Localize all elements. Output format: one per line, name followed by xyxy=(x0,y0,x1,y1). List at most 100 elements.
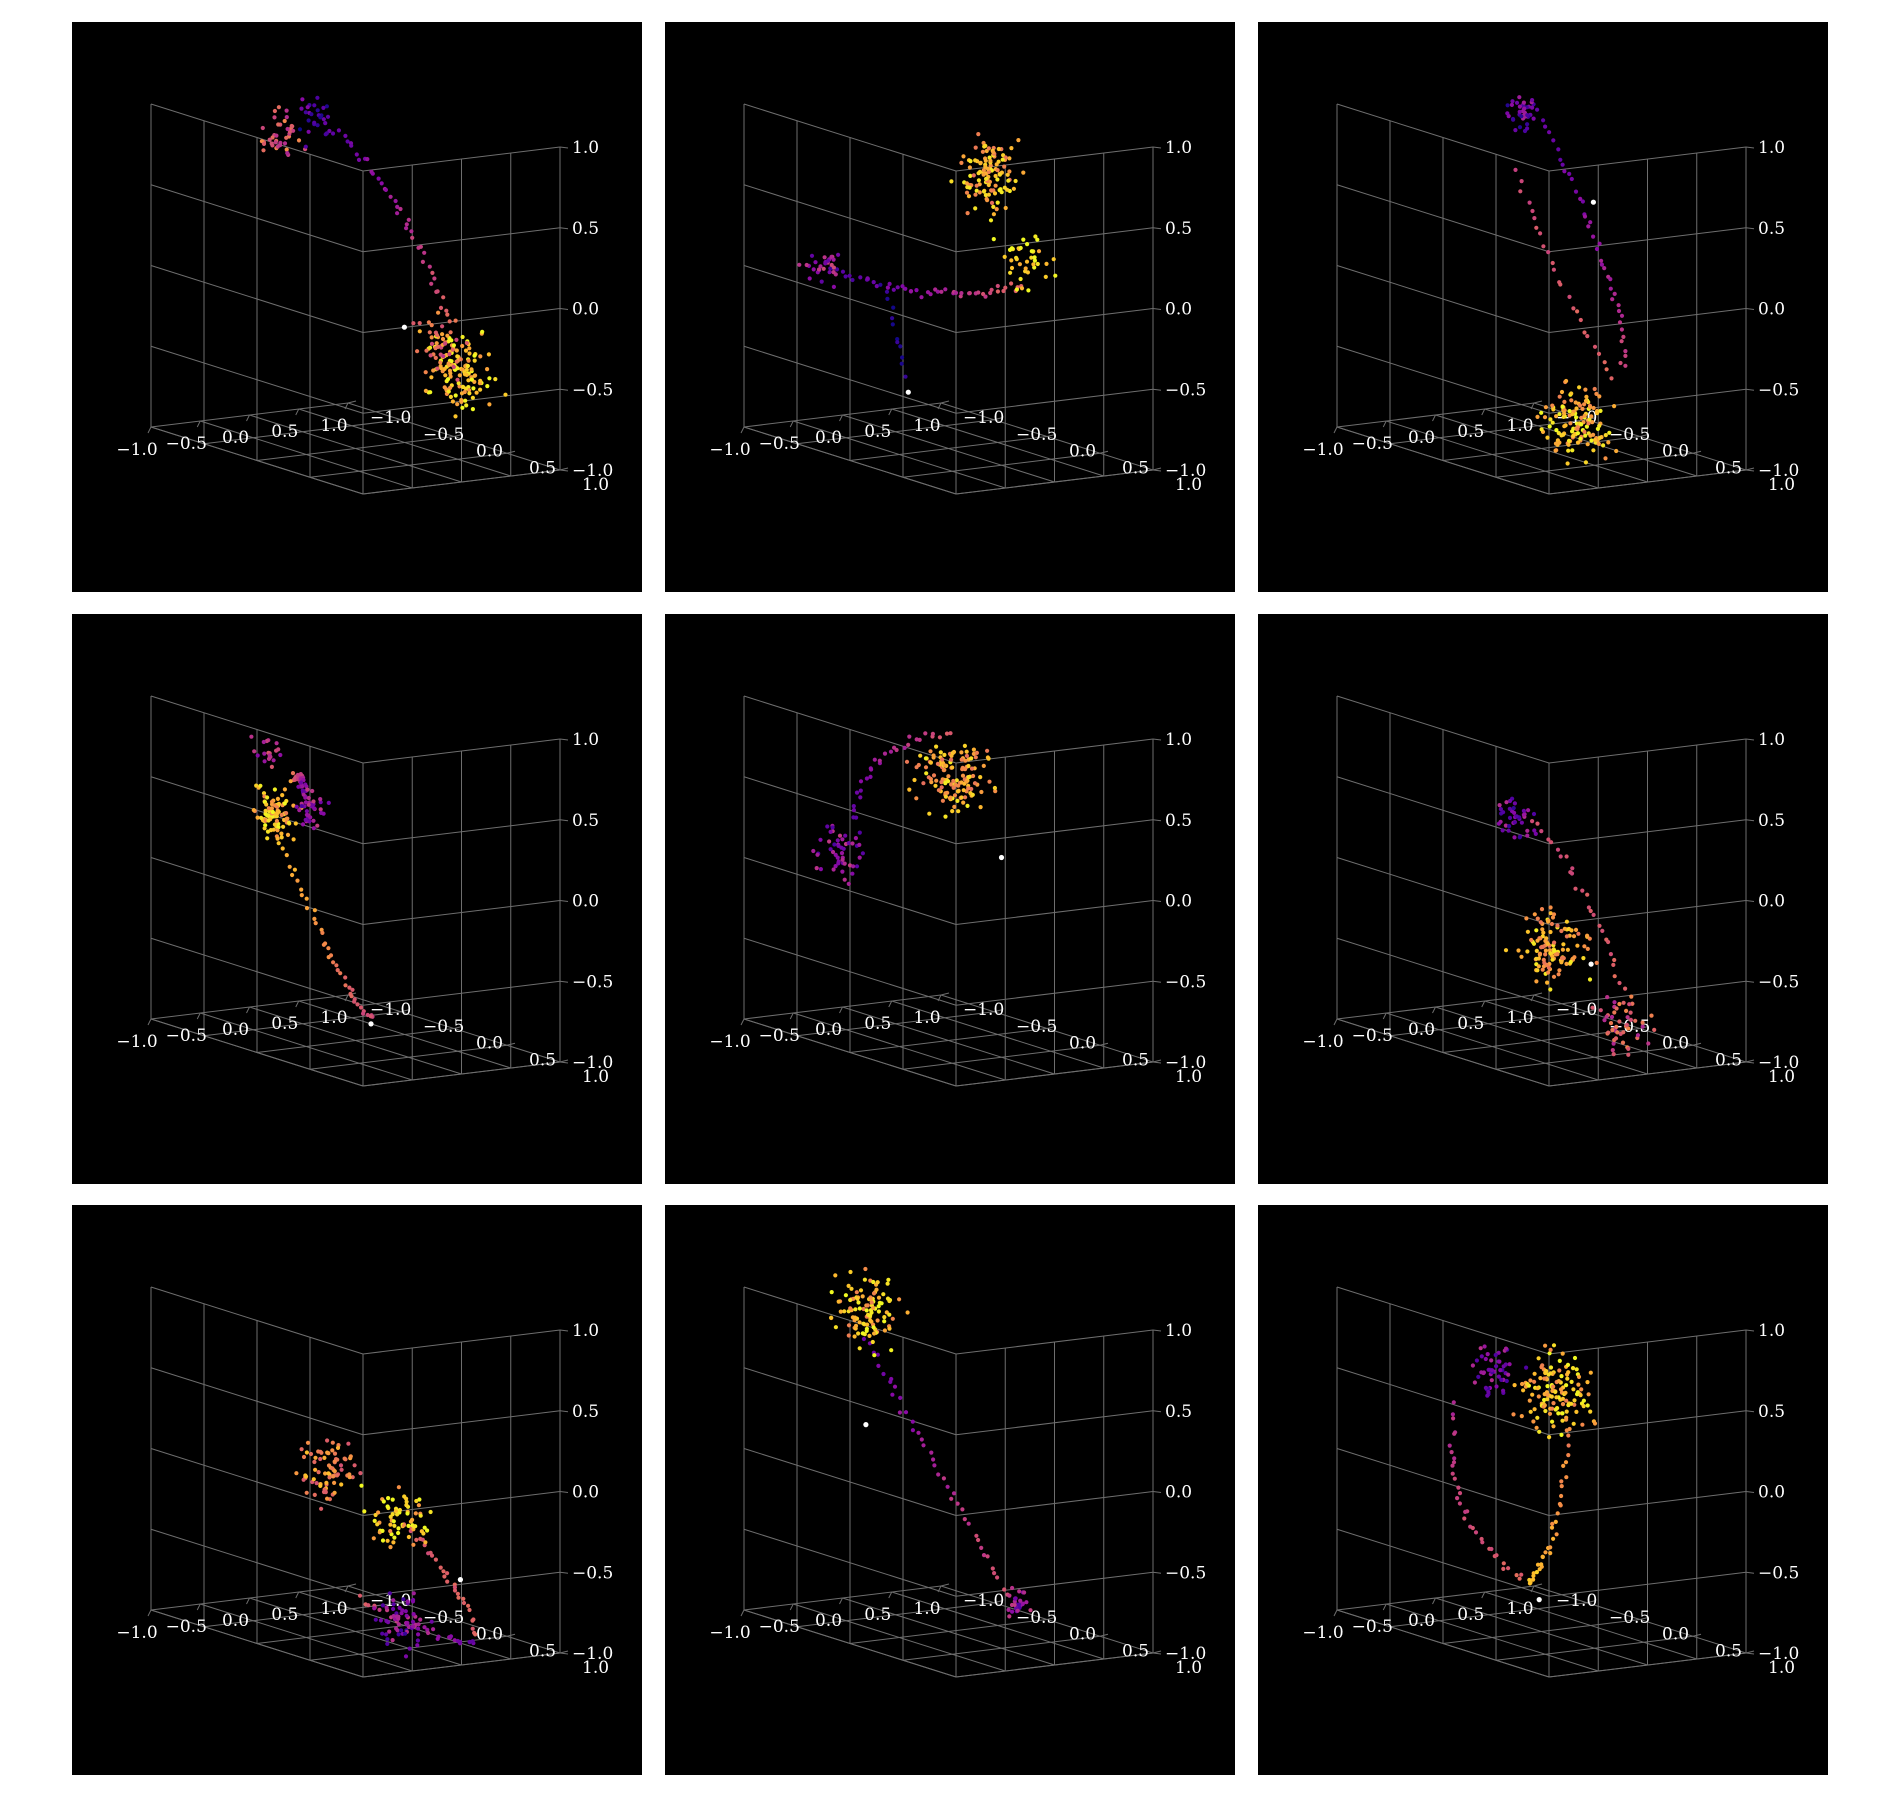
grid-line-back-z xyxy=(955,1410,1154,1436)
data-point xyxy=(470,1618,475,1623)
data-point xyxy=(1610,1048,1615,1053)
data-point xyxy=(1575,309,1580,314)
data-point xyxy=(862,1277,867,1282)
data-point xyxy=(396,1485,401,1490)
grid-line-back-z xyxy=(955,900,1154,925)
data-point xyxy=(258,783,263,788)
data-point xyxy=(372,1606,377,1611)
data-point xyxy=(1553,1519,1558,1524)
grid-line-floor-y xyxy=(256,1028,455,1053)
data-point xyxy=(942,763,947,768)
data-point xyxy=(1586,224,1591,229)
data-point xyxy=(983,158,988,163)
data-point xyxy=(1557,968,1562,973)
data-point xyxy=(1526,808,1531,813)
data-point xyxy=(950,765,955,770)
data-point xyxy=(992,191,998,196)
data-point xyxy=(473,373,478,378)
z-tick-label: 1.0 xyxy=(572,138,599,158)
data-point xyxy=(345,139,350,144)
data-point xyxy=(895,285,900,290)
data-point xyxy=(1619,339,1624,344)
x-tick-mark xyxy=(937,994,942,1002)
x-tick-label: 0.0 xyxy=(815,1020,842,1040)
grid-line-floor-x xyxy=(298,1591,511,1660)
data-point xyxy=(1496,1374,1501,1379)
data-point xyxy=(1589,414,1594,419)
data-point xyxy=(445,333,450,338)
x-tick-label: −0.5 xyxy=(1352,1026,1393,1046)
data-point xyxy=(445,1571,450,1576)
tick-labels: −1.0−1.0−1.0−0.5−0.5−0.50.00.00.00.50.50… xyxy=(116,138,613,495)
data-point xyxy=(1619,313,1625,318)
data-point xyxy=(282,787,287,792)
data-point xyxy=(882,1328,887,1333)
data-point xyxy=(406,217,411,222)
x-tick-label: −0.5 xyxy=(759,434,800,454)
x-tick-mark xyxy=(1432,1597,1436,1605)
y-tick-mark xyxy=(1046,1617,1056,1620)
data-point xyxy=(278,143,283,148)
data-point xyxy=(282,141,288,146)
data-point xyxy=(1450,1463,1455,1468)
y-tick-label: 0.5 xyxy=(1715,1641,1742,1661)
data-point xyxy=(431,1627,436,1632)
data-point xyxy=(339,1482,344,1487)
y-tick-mark xyxy=(1152,1650,1162,1654)
data-point xyxy=(1569,398,1574,403)
data-point xyxy=(1539,829,1544,834)
data-point xyxy=(1535,107,1540,112)
data-point xyxy=(1506,1566,1511,1571)
data-point xyxy=(305,1440,311,1445)
x-tick-label: 1.0 xyxy=(1506,416,1533,436)
data-point xyxy=(934,744,939,749)
data-point xyxy=(943,287,948,292)
data-point xyxy=(1505,103,1510,108)
data-point xyxy=(464,403,469,408)
data-point xyxy=(1509,102,1514,107)
data-point xyxy=(1560,162,1565,167)
data-point xyxy=(1536,964,1541,969)
data-point xyxy=(261,148,266,153)
y-tick-label: −0.5 xyxy=(1016,425,1057,445)
y-tick-label: 0.0 xyxy=(476,1625,503,1645)
data-point xyxy=(1531,1419,1536,1424)
data-points xyxy=(249,734,375,1027)
data-point xyxy=(1486,1367,1491,1372)
data-point xyxy=(1479,1354,1484,1359)
data-point xyxy=(1527,1577,1532,1583)
data-point xyxy=(841,846,846,851)
data-point xyxy=(285,151,290,156)
data-point xyxy=(299,1447,304,1452)
data-point xyxy=(854,1290,859,1295)
y-tick-label: 1.0 xyxy=(1768,475,1795,495)
data-point xyxy=(332,1451,338,1456)
grid-line-left-z xyxy=(743,265,957,333)
data-point xyxy=(1588,433,1593,438)
data-point xyxy=(1551,912,1557,917)
x-tick-label: 0.5 xyxy=(1457,1605,1484,1625)
data-point xyxy=(1535,1562,1541,1567)
data-point xyxy=(1542,1403,1547,1408)
data-point xyxy=(858,1288,864,1293)
data-point xyxy=(1545,980,1550,985)
data-point xyxy=(1543,124,1548,129)
data-point xyxy=(828,829,833,834)
data-point xyxy=(1649,1013,1654,1018)
data-point xyxy=(1601,443,1606,448)
data-point xyxy=(1592,386,1597,392)
data-point xyxy=(320,930,325,935)
data-point xyxy=(1556,1411,1561,1416)
data-point xyxy=(966,786,971,791)
data-point xyxy=(461,1600,467,1606)
grid-line-floor-y xyxy=(256,1619,455,1644)
data-point xyxy=(1525,929,1530,934)
z-tick-label: 0.0 xyxy=(1758,892,1785,912)
x-tick-mark xyxy=(888,1591,893,1599)
data-point xyxy=(1588,220,1593,225)
data-point xyxy=(1470,1363,1475,1368)
data-point xyxy=(1583,387,1588,392)
z-tick-label: 1.0 xyxy=(572,1321,599,1341)
data-point xyxy=(895,337,900,342)
data-point xyxy=(1566,1443,1571,1448)
